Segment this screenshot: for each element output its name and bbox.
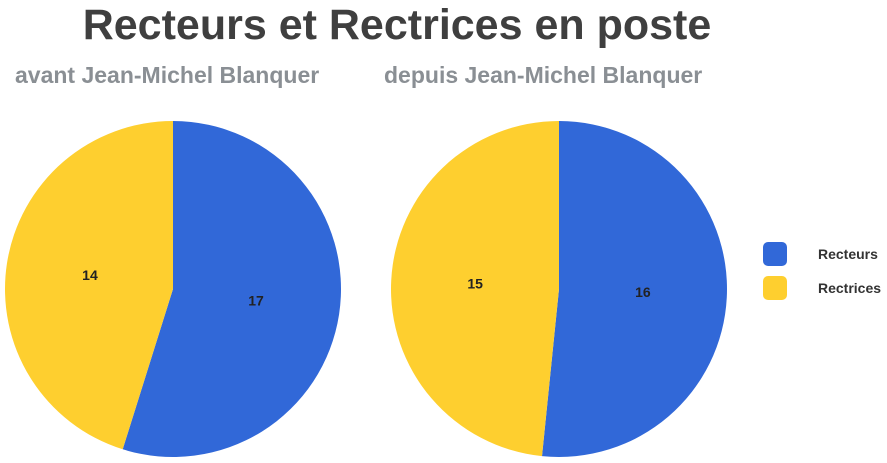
pie2-slice-rectrices[interactable] bbox=[391, 121, 559, 457]
pie2-value-label-recteurs: 16 bbox=[635, 284, 651, 300]
pie1-slice-recteurs[interactable] bbox=[122, 121, 341, 457]
pie2-slice-recteurs[interactable] bbox=[542, 121, 727, 457]
pie-title-after: depuis Jean-Michel Blanquer bbox=[384, 62, 703, 88]
pie1-value-label-recteurs: 17 bbox=[248, 292, 264, 308]
pie1-value-label-rectrices: 14 bbox=[82, 267, 98, 283]
legend-swatch-recteurs bbox=[763, 242, 787, 266]
legend-label-recteurs: Recteurs bbox=[818, 246, 878, 262]
pie2-value-label-rectrices: 15 bbox=[467, 275, 483, 291]
pie1-slice-rectrices[interactable] bbox=[4, 121, 174, 450]
legend-label-rectrices: Rectrices bbox=[818, 280, 882, 296]
pie-title-before: avant Jean-Michel Blanquer bbox=[15, 62, 320, 88]
legend-swatch-rectrices bbox=[763, 276, 787, 300]
chart-title: Recteurs et Rectrices en poste bbox=[82, 1, 712, 49]
